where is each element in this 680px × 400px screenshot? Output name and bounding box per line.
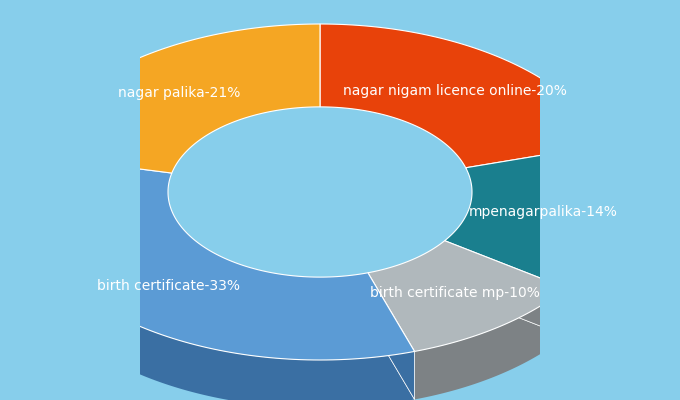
Polygon shape [320, 24, 608, 168]
Polygon shape [368, 273, 415, 400]
Polygon shape [27, 24, 320, 173]
Polygon shape [445, 144, 620, 288]
Polygon shape [368, 273, 415, 400]
Polygon shape [368, 241, 566, 352]
Text: nagar palika-21%: nagar palika-21% [118, 86, 240, 100]
Text: nagar nigam licence online-20%: nagar nigam licence online-20% [343, 84, 567, 98]
Polygon shape [20, 155, 415, 360]
Text: birth certificate mp-10%: birth certificate mp-10% [370, 286, 540, 300]
Text: mpenagarpalika-14%: mpenagarpalika-14% [469, 205, 617, 219]
Text: birth certificate-33%: birth certificate-33% [97, 279, 239, 293]
Polygon shape [445, 241, 566, 336]
Polygon shape [415, 288, 566, 400]
Polygon shape [566, 192, 620, 336]
Polygon shape [445, 241, 566, 336]
Polygon shape [20, 194, 415, 400]
